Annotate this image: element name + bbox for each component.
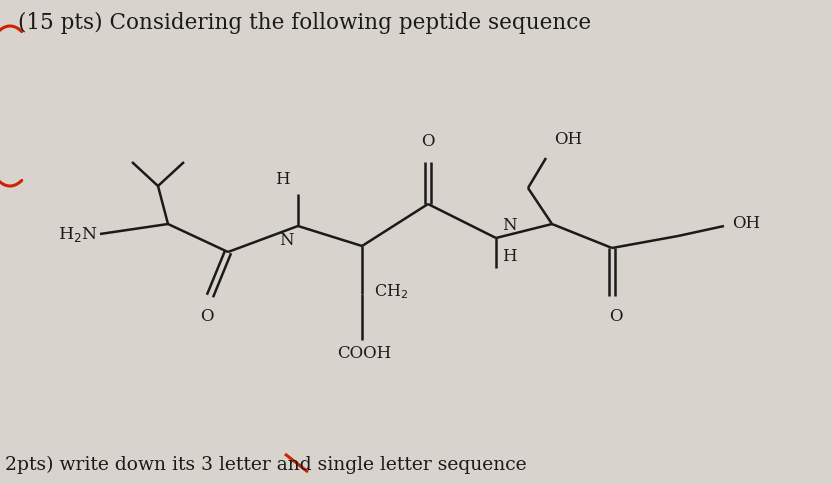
Text: CH$_2$: CH$_2$ [374,283,409,302]
Text: COOH: COOH [337,345,391,362]
Text: N: N [280,232,294,249]
Text: N: N [502,217,517,234]
Text: O: O [201,308,214,325]
Text: OH: OH [554,131,582,148]
Text: H: H [275,171,290,188]
Text: H$_2$N: H$_2$N [58,225,98,243]
Text: OH: OH [732,215,760,232]
Text: H: H [502,248,517,265]
Text: O: O [421,133,435,150]
Text: O: O [609,308,622,325]
Text: 2pts) write down its 3 letter and single letter sequence: 2pts) write down its 3 letter and single… [5,456,527,474]
Text: (15 pts) Considering the following peptide sequence: (15 pts) Considering the following pepti… [18,12,591,34]
